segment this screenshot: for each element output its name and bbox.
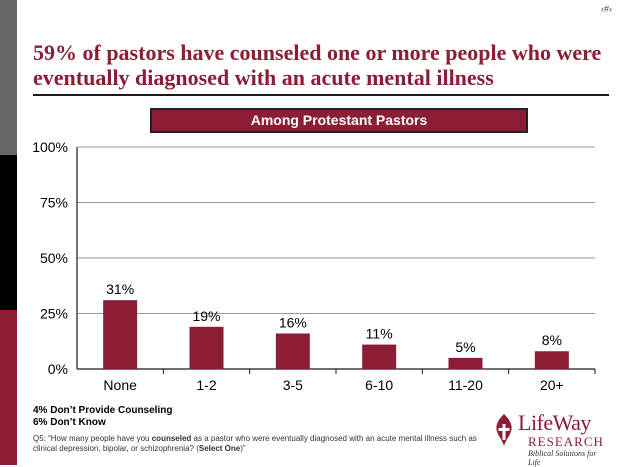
lifeway-research-logo: LifeWay RESEARCH Biblical Solutions for … xyxy=(488,410,608,467)
title-underline xyxy=(33,94,609,96)
footnote-middle: as a pastor who were eventually diagnose… xyxy=(33,434,477,453)
x-tick-label: 11-20 xyxy=(448,377,483,393)
question-footnote: Q5: “How many people have you counseled … xyxy=(33,434,493,454)
footnote-prefix: Q5: “How many people have you xyxy=(33,434,152,443)
bar-20+ xyxy=(534,351,569,369)
bar-value-label: 8% xyxy=(542,332,562,348)
accent-segment-black xyxy=(0,155,17,310)
flame-cross-icon xyxy=(496,414,512,446)
logo-subtitle: RESEARCH xyxy=(528,434,604,449)
y-tick-label: 75% xyxy=(40,195,68,211)
bar-6-10 xyxy=(362,344,397,369)
bar-None xyxy=(103,300,138,369)
accent-segment-gray xyxy=(0,0,17,155)
page-number: ‹#› xyxy=(601,4,612,14)
y-tick-label: 0% xyxy=(48,361,68,377)
accent-segment-red xyxy=(0,310,17,465)
slide-title: 59% of pastors have counseled one or mor… xyxy=(33,40,602,90)
x-tick-label: None xyxy=(103,377,137,393)
x-tick-label: 20+ xyxy=(540,377,564,393)
logo-tagline: Biblical Solutions for Life xyxy=(528,449,597,467)
x-tick-label: 1-2 xyxy=(196,377,216,393)
subgroup-banner: Among Protestant Pastors xyxy=(150,108,528,133)
y-tick-label: 50% xyxy=(40,250,68,266)
logo-wordmark: LifeWay xyxy=(518,410,591,435)
left-accent-bar xyxy=(0,0,17,465)
note-dont-know: 6% Don’t Know xyxy=(33,417,106,428)
bar-value-label: 31% xyxy=(106,281,134,297)
bar-11-20 xyxy=(448,357,483,369)
y-tick-label: 100% xyxy=(32,139,68,155)
x-tick-label: 6-10 xyxy=(365,377,393,393)
bar-value-label: 5% xyxy=(455,339,475,355)
bar-value-label: 16% xyxy=(279,314,307,330)
x-tick-label: 3-5 xyxy=(283,377,303,393)
y-tick-label: 25% xyxy=(40,306,68,322)
note-no-counseling: 4% Don’t Provide Counseling xyxy=(33,405,173,416)
footnote-bold-select-one: Select One xyxy=(198,444,241,453)
footnote-bold-counseled: counseled xyxy=(151,434,192,443)
bar-1-2 xyxy=(189,326,224,369)
bar-value-label: 11% xyxy=(366,326,393,342)
bar-3-5 xyxy=(275,333,310,369)
bar-value-label: 19% xyxy=(192,308,220,324)
footnote-suffix: )” xyxy=(240,444,246,453)
